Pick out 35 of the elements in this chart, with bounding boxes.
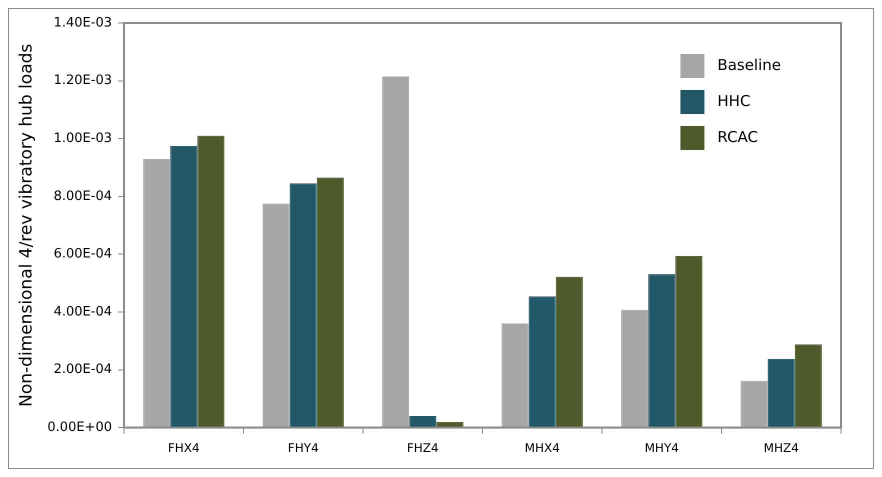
legend-label: Baseline — [717, 56, 782, 74]
y-tick-label: 2.00E-04 — [54, 362, 112, 378]
y-tick-label: 8.00E-04 — [54, 188, 112, 204]
bar — [556, 276, 583, 428]
x-tick-label: FHX4 — [168, 440, 200, 455]
x-tick-label: FHY4 — [288, 440, 319, 455]
x-tick-label: MHZ4 — [764, 440, 799, 455]
bar — [382, 76, 410, 428]
bar — [262, 204, 290, 428]
y-tick-label: 1.20E-03 — [54, 73, 112, 88]
bar — [170, 146, 198, 428]
bar — [794, 344, 822, 428]
bar — [675, 256, 702, 428]
bar — [409, 416, 436, 428]
bar — [290, 183, 317, 428]
bar — [768, 358, 795, 428]
y-tick-label: 6.00E-04 — [54, 246, 112, 262]
y-tick-label: 1.40E-03 — [54, 15, 112, 30]
legend-label: HHC — [717, 92, 750, 110]
x-tick-label: FHZ4 — [406, 440, 439, 455]
x-tick-label: MHX4 — [524, 440, 560, 455]
y-axis-title: Non-dimensional 4/rev vibratory hub loads — [16, 44, 37, 407]
bar — [197, 136, 224, 428]
bar — [621, 310, 648, 428]
bar — [648, 274, 676, 428]
bar — [502, 324, 529, 428]
x-tick-label: MHY4 — [644, 440, 679, 455]
bar — [143, 158, 170, 428]
y-tick-label: 4.00E-04 — [54, 304, 112, 320]
bar — [316, 178, 344, 428]
y-tick-label: 0.00E+00 — [47, 420, 112, 435]
legend-label: RCAC — [717, 128, 758, 146]
y-tick-label: 1.00E-03 — [54, 130, 112, 146]
bar — [528, 296, 556, 428]
bar — [740, 380, 768, 428]
